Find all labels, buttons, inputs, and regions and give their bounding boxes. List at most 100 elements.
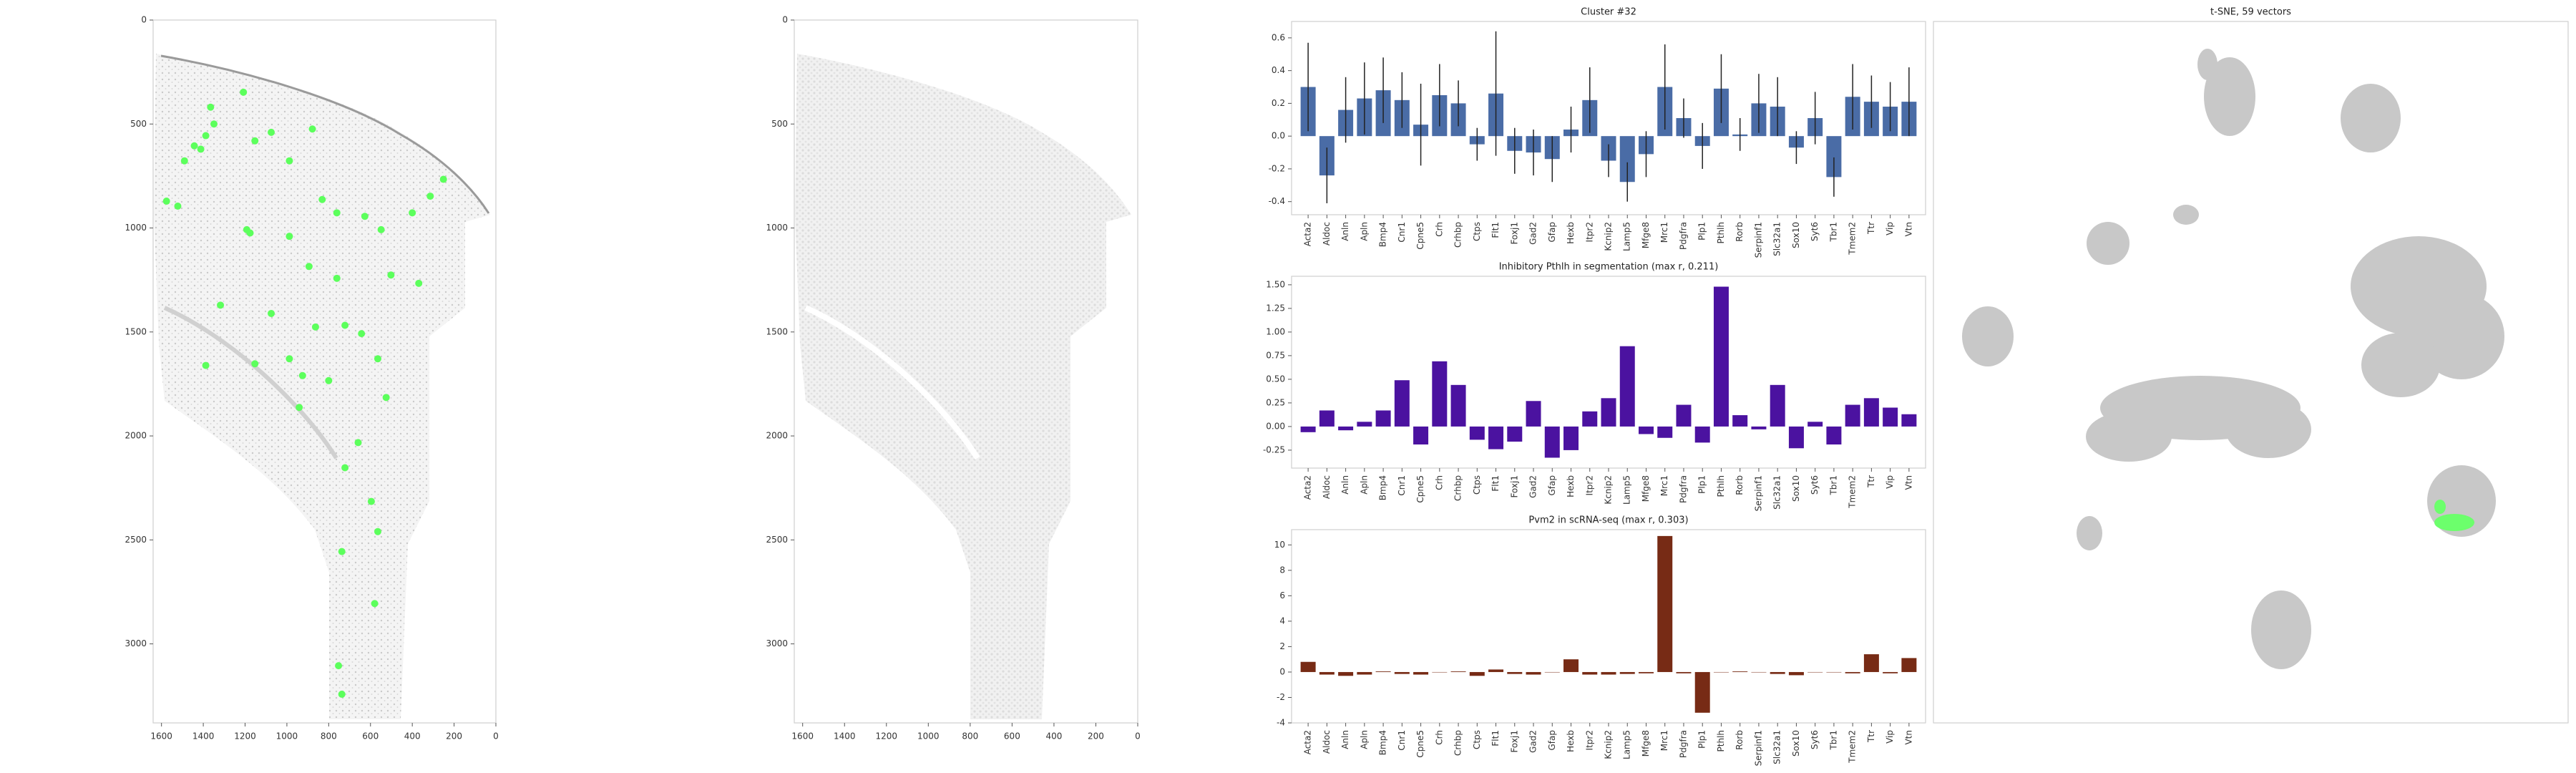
x-tick-label: Tbr1 (1828, 222, 1838, 243)
bar (1770, 384, 1785, 427)
bar (1732, 671, 1748, 672)
x-tick-label: Bmp4 (1378, 475, 1388, 500)
x-tick-label: Lamp5 (1622, 730, 1632, 759)
y-tick-label: 0.2 (1272, 98, 1285, 108)
x-tick-label: Vtn (1903, 222, 1913, 237)
point (333, 274, 341, 282)
y-tick-label: 10 (1274, 540, 1285, 550)
point (338, 690, 346, 698)
bar (1788, 426, 1804, 449)
chart-title: Cluster #32 (1581, 7, 1636, 18)
x-tick-label: Acta2 (1303, 475, 1313, 500)
y-tick-label: 0 (1279, 666, 1285, 676)
tsne-highlight (2434, 514, 2474, 531)
x-tick-label: Gad2 (1528, 222, 1538, 245)
bar (1432, 361, 1448, 427)
y-tick-label: -0.4 (1269, 196, 1285, 206)
point (296, 404, 303, 412)
x-tick-label: Hexb (1566, 222, 1576, 244)
x-tick-label: Apln (1359, 475, 1369, 495)
y-tick-label: -4 (1277, 718, 1285, 728)
x-tick-label: 600 (362, 731, 379, 742)
x-tick-label: Flt1 (1491, 730, 1501, 747)
x-tick-label: Itpr2 (1584, 475, 1594, 495)
x-tick-label: Vip (1885, 222, 1895, 235)
point (190, 142, 198, 150)
point (341, 321, 349, 329)
y-tick-label: 1.25 (1266, 303, 1285, 313)
x-tick-label: Gfap (1547, 730, 1557, 751)
bar (1901, 414, 1917, 427)
y-tick-label: 0.75 (1266, 350, 1285, 360)
x-tick-label: 1200 (876, 731, 898, 742)
point (354, 439, 362, 447)
x-tick-label: 600 (1004, 731, 1020, 742)
x-tick-label: Lamp5 (1622, 475, 1632, 505)
x-tick-label: 1200 (234, 731, 256, 742)
y-tick-label: 4 (1279, 616, 1285, 626)
y-tick-label: 6 (1279, 590, 1285, 601)
point (382, 394, 390, 402)
y-tick-label: 0.25 (1266, 397, 1285, 407)
tsne-highlight (2434, 500, 2446, 514)
bar (1863, 398, 1879, 427)
y-tick-label: 0 (141, 15, 147, 25)
bar (1582, 671, 1598, 675)
bar (1300, 426, 1316, 432)
bar (1751, 426, 1767, 429)
x-tick-label: Serpinf1 (1753, 222, 1763, 258)
x-tick-label: Lamp5 (1622, 222, 1632, 251)
x-tick-label: 1400 (834, 731, 856, 742)
point (308, 125, 316, 133)
point (305, 263, 313, 271)
chart-title: t-SNE, 59 vectors (2210, 7, 2291, 18)
bar (1526, 401, 1541, 427)
x-tick-label: Acta2 (1303, 222, 1313, 246)
point (377, 225, 385, 233)
x-tick-label: Tbr1 (1828, 475, 1838, 496)
x-tick-label: Bmp4 (1378, 222, 1388, 247)
x-tick-label: Syt6 (1810, 730, 1820, 749)
point (162, 198, 170, 205)
bar (1488, 426, 1504, 449)
point (268, 309, 275, 317)
x-tick-label: Gfap (1547, 222, 1557, 243)
plot-frame (1933, 21, 2569, 724)
bar (1807, 422, 1823, 427)
x-tick-label: 800 (962, 731, 978, 742)
bar (1901, 658, 1917, 672)
x-tick-label: 200 (1088, 731, 1104, 742)
x-tick-label: Ctps (1472, 475, 1482, 495)
x-tick-label: Cnr1 (1397, 730, 1407, 751)
x-tick-label: Anln (1340, 222, 1350, 241)
x-tick-label: Tmem2 (1848, 730, 1858, 764)
x-tick-label: Gfap (1547, 475, 1557, 496)
x-tick-label: Itpr2 (1584, 730, 1594, 750)
point (439, 175, 447, 183)
point (210, 120, 218, 128)
bar (1638, 426, 1654, 434)
y-tick-label: 1500 (125, 326, 147, 336)
x-tick-label: Flt1 (1491, 222, 1501, 238)
x-tick-label: Hexb (1566, 730, 1576, 752)
bar (1507, 671, 1523, 674)
x-tick-label: Tmem2 (1848, 475, 1858, 509)
x-tick-label: Ttr (1866, 730, 1876, 743)
bar (1488, 669, 1504, 672)
y-tick-label: 1.00 (1266, 326, 1285, 336)
y-tick-label: 1500 (766, 326, 788, 336)
x-tick-label: Vip (1885, 475, 1895, 489)
x-tick-label: Ctps (1472, 222, 1482, 241)
x-tick-label: 1600 (791, 731, 814, 742)
x-tick-label: Syt6 (1810, 222, 1820, 241)
bar (1694, 426, 1710, 443)
x-tick-label: Pthlh (1716, 475, 1726, 497)
bar (1375, 410, 1391, 427)
x-tick-label: Sox10 (1791, 222, 1801, 248)
point (409, 209, 416, 217)
x-tick-label: Rorb (1735, 730, 1745, 750)
bar (1563, 659, 1579, 672)
bar (1657, 426, 1673, 438)
x-tick-label: Anln (1340, 475, 1350, 495)
y-tick-label: 2500 (125, 535, 147, 545)
